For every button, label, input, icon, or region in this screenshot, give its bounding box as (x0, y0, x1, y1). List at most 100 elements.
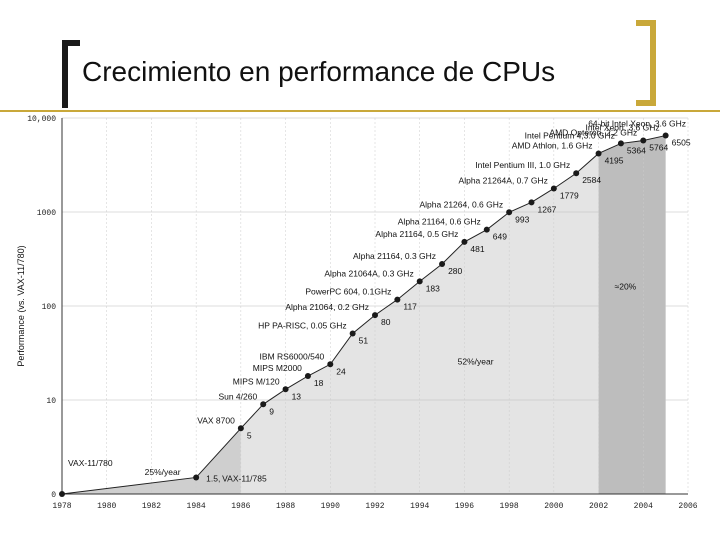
data-point-10 (416, 278, 423, 285)
data-point-3 (260, 401, 267, 408)
point-name-label-21: Intel Xeon, 3.6 GHz (585, 123, 659, 133)
point-name-label-3: Sun 4/260 (218, 391, 257, 401)
data-point-18 (595, 150, 602, 157)
x-tick-label-14: 2006 (678, 502, 697, 511)
point-value-label-2: 5 (247, 430, 252, 440)
x-tick-label-7: 1992 (365, 502, 384, 511)
x-tick-label-0: 1978 (52, 502, 71, 511)
point-value-label-19: 5364 (627, 145, 646, 155)
data-point-0 (59, 491, 65, 497)
point-name-label-13: Alpha 21164, 0.6 GHz (398, 217, 481, 227)
point-name-label-14: Alpha 21264, 0.6 GHz (420, 199, 504, 209)
point-value-label-15: 1267 (538, 204, 557, 214)
x-tick-label-3: 1984 (187, 502, 206, 511)
data-point-13 (483, 226, 490, 233)
annotation-2: ≈20% (615, 281, 637, 291)
title-bracket-right-bottom (636, 100, 656, 106)
point-value-label-11: 280 (448, 266, 462, 276)
point-name-label-5: MIPS M2000 (253, 363, 302, 373)
point-name-label-19: Intel Pentium 4,3.0 GHz (525, 130, 615, 140)
x-tick-label-9: 1996 (455, 502, 474, 511)
data-point-15 (528, 199, 535, 206)
point-name-label-10: Alpha 21064A, 0.3 GHz (324, 268, 413, 278)
y-tick-labels: 0 10 100 1000 10,000 (27, 115, 56, 500)
y-tick-label-2: 100 (42, 303, 57, 312)
point-value-label-17: 2584 (582, 175, 601, 185)
x-tick-label-6: 1990 (321, 502, 340, 511)
x-tick-label-12: 2002 (589, 502, 608, 511)
point-value-label-9: 117 (403, 302, 417, 312)
point-name-label-16: Alpha 21264A, 0.7 GHz (459, 175, 548, 185)
y-tick-label-1: 10 (46, 397, 56, 406)
annotation-1: 52%/year (458, 356, 494, 366)
data-point-16 (550, 185, 557, 192)
x-tick-label-8: 1994 (410, 502, 429, 511)
point-value-label-13: 649 (493, 232, 507, 242)
x-tick-label-13: 2004 (634, 502, 653, 511)
point-value-label-7: 51 (359, 335, 369, 345)
x-tick-labels: 1978 1980 1982 1984 1986 1988 1990 1992 1994 1996… (52, 502, 697, 511)
point-name-label-9: PowerPC 604, 0.1GHz (305, 287, 391, 297)
annotations: 25%/year 52%/year ≈20% (145, 281, 637, 476)
point-name-label-0: VAX-11/780 (68, 458, 113, 468)
x-tick-label-10: 1998 (500, 502, 519, 511)
grid-lines (61, 117, 689, 495)
point-name-label-17: Intel Pentium III, 1.0 GHz (475, 160, 570, 170)
point-name-label-11: Alpha 21164, 0.3 GHz (353, 251, 436, 261)
slide-title: Crecimiento en performance de CPUs (82, 56, 556, 87)
data-point-1 (193, 474, 200, 481)
extra-label-0: 64-bit Intel Xeon, 3.6 GHz (588, 119, 686, 129)
data-point-7 (349, 330, 356, 337)
point-value-label-10: 183 (426, 283, 440, 293)
data-point-12 (461, 238, 468, 245)
data-point-20 (640, 137, 647, 144)
point-value-label-6: 24 (336, 366, 346, 376)
y-tick-label-0: 0 (51, 491, 56, 500)
performance-line (61, 135, 666, 495)
point-name-label-1: VAX-11/785 (222, 473, 267, 483)
point-value-label-4: 13 (292, 391, 302, 401)
title-bracket-right (650, 20, 656, 106)
title-bracket-left (62, 40, 68, 108)
point-name-label-8: Alpha 21064, 0.2 GHz (285, 302, 369, 312)
point-name-label-18: AMD Athlon, 1.6 GHz (512, 140, 593, 150)
data-point-11 (439, 260, 446, 267)
x-tick-label-4: 1986 (231, 502, 250, 511)
title-bracket-right-top (636, 20, 656, 26)
data-point-19 (617, 140, 624, 147)
point-value-label-14: 993 (515, 214, 529, 224)
point-value-label-1: 1.5, (206, 473, 220, 483)
title-bracket-left-top (62, 40, 80, 46)
data-point-9 (394, 296, 401, 303)
data-point-4 (282, 386, 289, 393)
x-tick-label-11: 2000 (544, 502, 563, 511)
data-point-17 (573, 170, 580, 177)
y-tick-label-3: 1000 (37, 209, 56, 218)
point-value-label-18: 4195 (605, 155, 624, 165)
data-point-8 (372, 312, 378, 319)
x-tick-label-1: 1980 (97, 502, 116, 511)
point-name-label-20: AMD Opteron, 2.2 GHz (549, 127, 637, 137)
point-value-label-21: 6505 (672, 138, 691, 148)
point-value-label-5: 18 (314, 378, 324, 388)
series-line (61, 135, 666, 495)
point-value-label-20: 5764 (649, 142, 668, 152)
data-point-2 (237, 425, 244, 432)
annotation-0: 25%/year (145, 467, 181, 477)
axes (61, 118, 688, 495)
point-value-label-8: 80 (381, 317, 391, 327)
point-name-label-4: MIPS M/120 (233, 376, 280, 386)
point-value-label-12: 481 (470, 244, 484, 254)
point-value-label-3: 9 (269, 406, 274, 416)
shaded-region-2 (598, 135, 666, 494)
point-name-label-12: Alpha 21164, 0.5 GHz (375, 229, 458, 239)
data-point-21 (662, 132, 669, 139)
title-rule (0, 110, 720, 112)
point-value-label-16: 1779 (560, 190, 579, 200)
data-point-6 (327, 361, 334, 368)
y-tick-label-4: 10,000 (27, 115, 56, 124)
y-axis-label: Performance (vs. VAX-11/780) (16, 245, 26, 366)
x-tick-label-2: 1982 (142, 502, 161, 511)
